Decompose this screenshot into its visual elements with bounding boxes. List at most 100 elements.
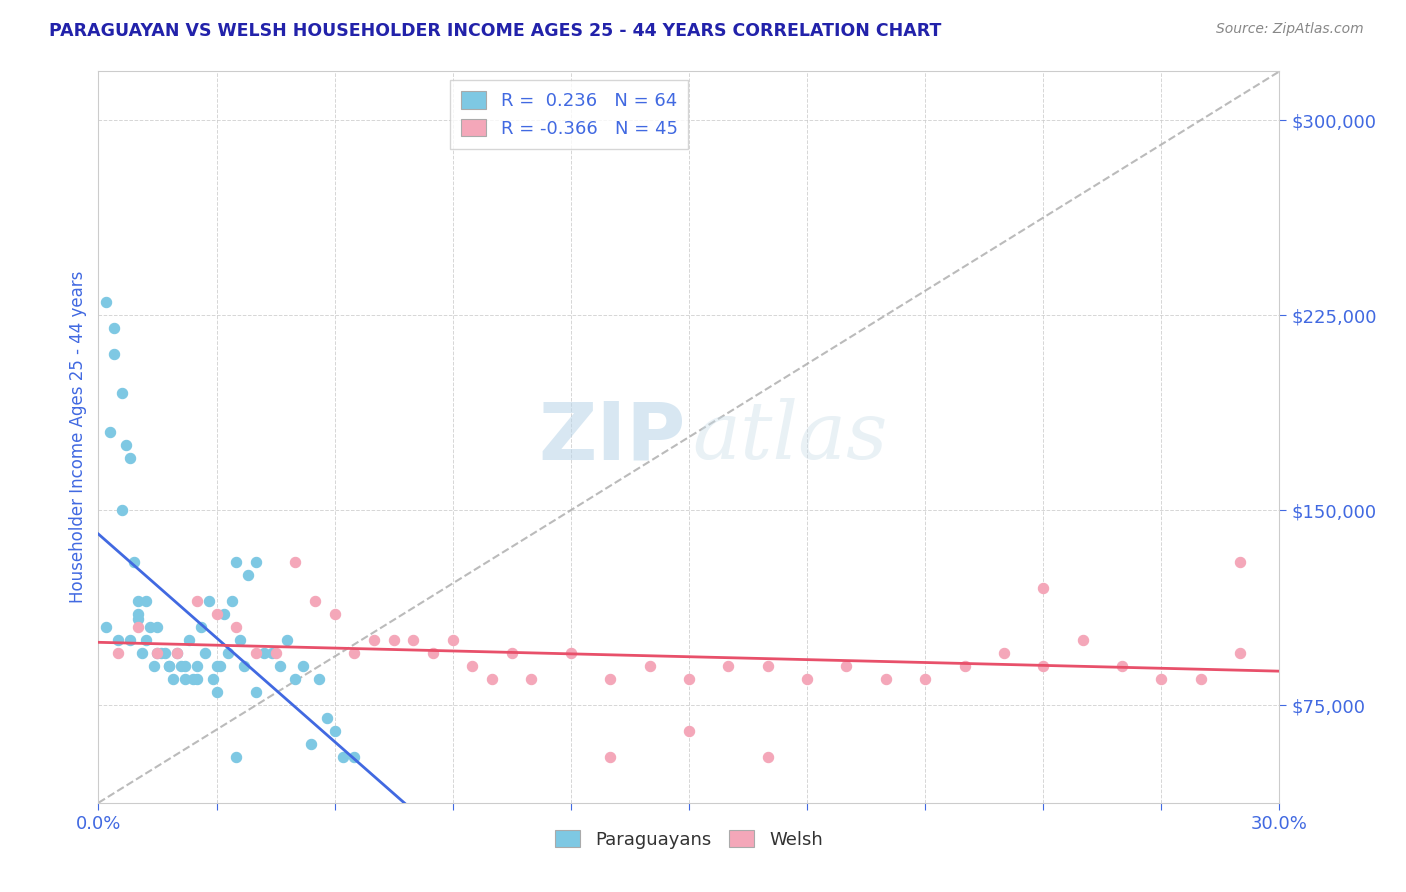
Point <box>186 673 208 687</box>
Point <box>225 620 247 634</box>
Text: PARAGUAYAN VS WELSH HOUSEHOLDER INCOME AGES 25 - 44 YEARS CORRELATION CHART: PARAGUAYAN VS WELSH HOUSEHOLDER INCOME A… <box>49 22 942 40</box>
Point <box>181 673 204 687</box>
Point <box>402 633 425 648</box>
Point <box>118 633 141 648</box>
Point <box>501 646 523 660</box>
Point <box>146 646 169 660</box>
Point <box>481 673 503 687</box>
Point <box>264 646 287 660</box>
Point <box>96 295 118 310</box>
Point <box>599 673 621 687</box>
Point <box>221 594 243 608</box>
Point <box>150 646 173 660</box>
Point <box>103 321 125 335</box>
Point <box>269 659 291 673</box>
Point <box>638 659 661 673</box>
Point <box>1032 659 1054 673</box>
Point <box>560 646 582 660</box>
Point <box>157 659 180 673</box>
Point <box>166 646 188 660</box>
Point <box>98 425 121 440</box>
Point <box>146 620 169 634</box>
Point <box>1189 673 1212 687</box>
Point <box>127 607 149 622</box>
Point <box>205 659 228 673</box>
Point <box>520 673 543 687</box>
Point <box>1032 581 1054 595</box>
Point <box>245 646 267 660</box>
Point <box>142 659 165 673</box>
Point <box>229 633 252 648</box>
Point <box>323 607 346 622</box>
Point <box>599 750 621 764</box>
Point <box>441 633 464 648</box>
Point <box>756 659 779 673</box>
Point <box>170 659 193 673</box>
Point <box>914 673 936 687</box>
Point <box>225 555 247 569</box>
Point <box>343 646 366 660</box>
Point <box>131 646 153 660</box>
Point <box>678 673 700 687</box>
Point <box>138 620 160 634</box>
Point <box>194 646 217 660</box>
Point <box>276 633 298 648</box>
Point <box>155 646 177 660</box>
Point <box>299 737 322 751</box>
Point <box>717 659 740 673</box>
Point <box>96 620 118 634</box>
Point <box>135 633 157 648</box>
Point <box>756 750 779 764</box>
Point <box>197 594 219 608</box>
Point <box>233 659 256 673</box>
Point <box>209 659 232 673</box>
Point <box>304 594 326 608</box>
Text: atlas: atlas <box>693 399 887 475</box>
Point <box>214 607 236 622</box>
Point <box>127 612 149 626</box>
Point <box>135 594 157 608</box>
Point <box>186 594 208 608</box>
Point <box>796 673 818 687</box>
Point <box>1229 646 1251 660</box>
Point <box>835 659 858 673</box>
Text: ZIP: ZIP <box>538 398 685 476</box>
Point <box>201 673 224 687</box>
Point <box>174 659 197 673</box>
Y-axis label: Householder Income Ages 25 - 44 years: Householder Income Ages 25 - 44 years <box>69 271 87 603</box>
Point <box>1111 659 1133 673</box>
Point <box>292 659 315 673</box>
Point <box>111 503 134 517</box>
Point <box>115 438 138 452</box>
Point <box>993 646 1015 660</box>
Point <box>225 750 247 764</box>
Point <box>678 724 700 739</box>
Point <box>107 633 129 648</box>
Point <box>363 633 385 648</box>
Point <box>245 555 267 569</box>
Point <box>205 685 228 699</box>
Point <box>1071 633 1094 648</box>
Point <box>122 555 145 569</box>
Point <box>461 659 484 673</box>
Point <box>1150 673 1173 687</box>
Point <box>186 659 208 673</box>
Point <box>875 673 897 687</box>
Point <box>127 620 149 634</box>
Legend: Paraguayans, Welsh: Paraguayans, Welsh <box>548 822 830 856</box>
Point <box>953 659 976 673</box>
Point <box>157 659 180 673</box>
Point <box>382 633 405 648</box>
Point <box>1229 555 1251 569</box>
Point <box>205 607 228 622</box>
Point <box>315 711 337 725</box>
Point <box>260 646 283 660</box>
Point <box>236 568 259 582</box>
Point <box>146 646 169 660</box>
Point <box>253 646 276 660</box>
Point <box>166 646 188 660</box>
Point <box>103 347 125 361</box>
Point <box>308 673 330 687</box>
Point <box>284 555 307 569</box>
Point <box>332 750 354 764</box>
